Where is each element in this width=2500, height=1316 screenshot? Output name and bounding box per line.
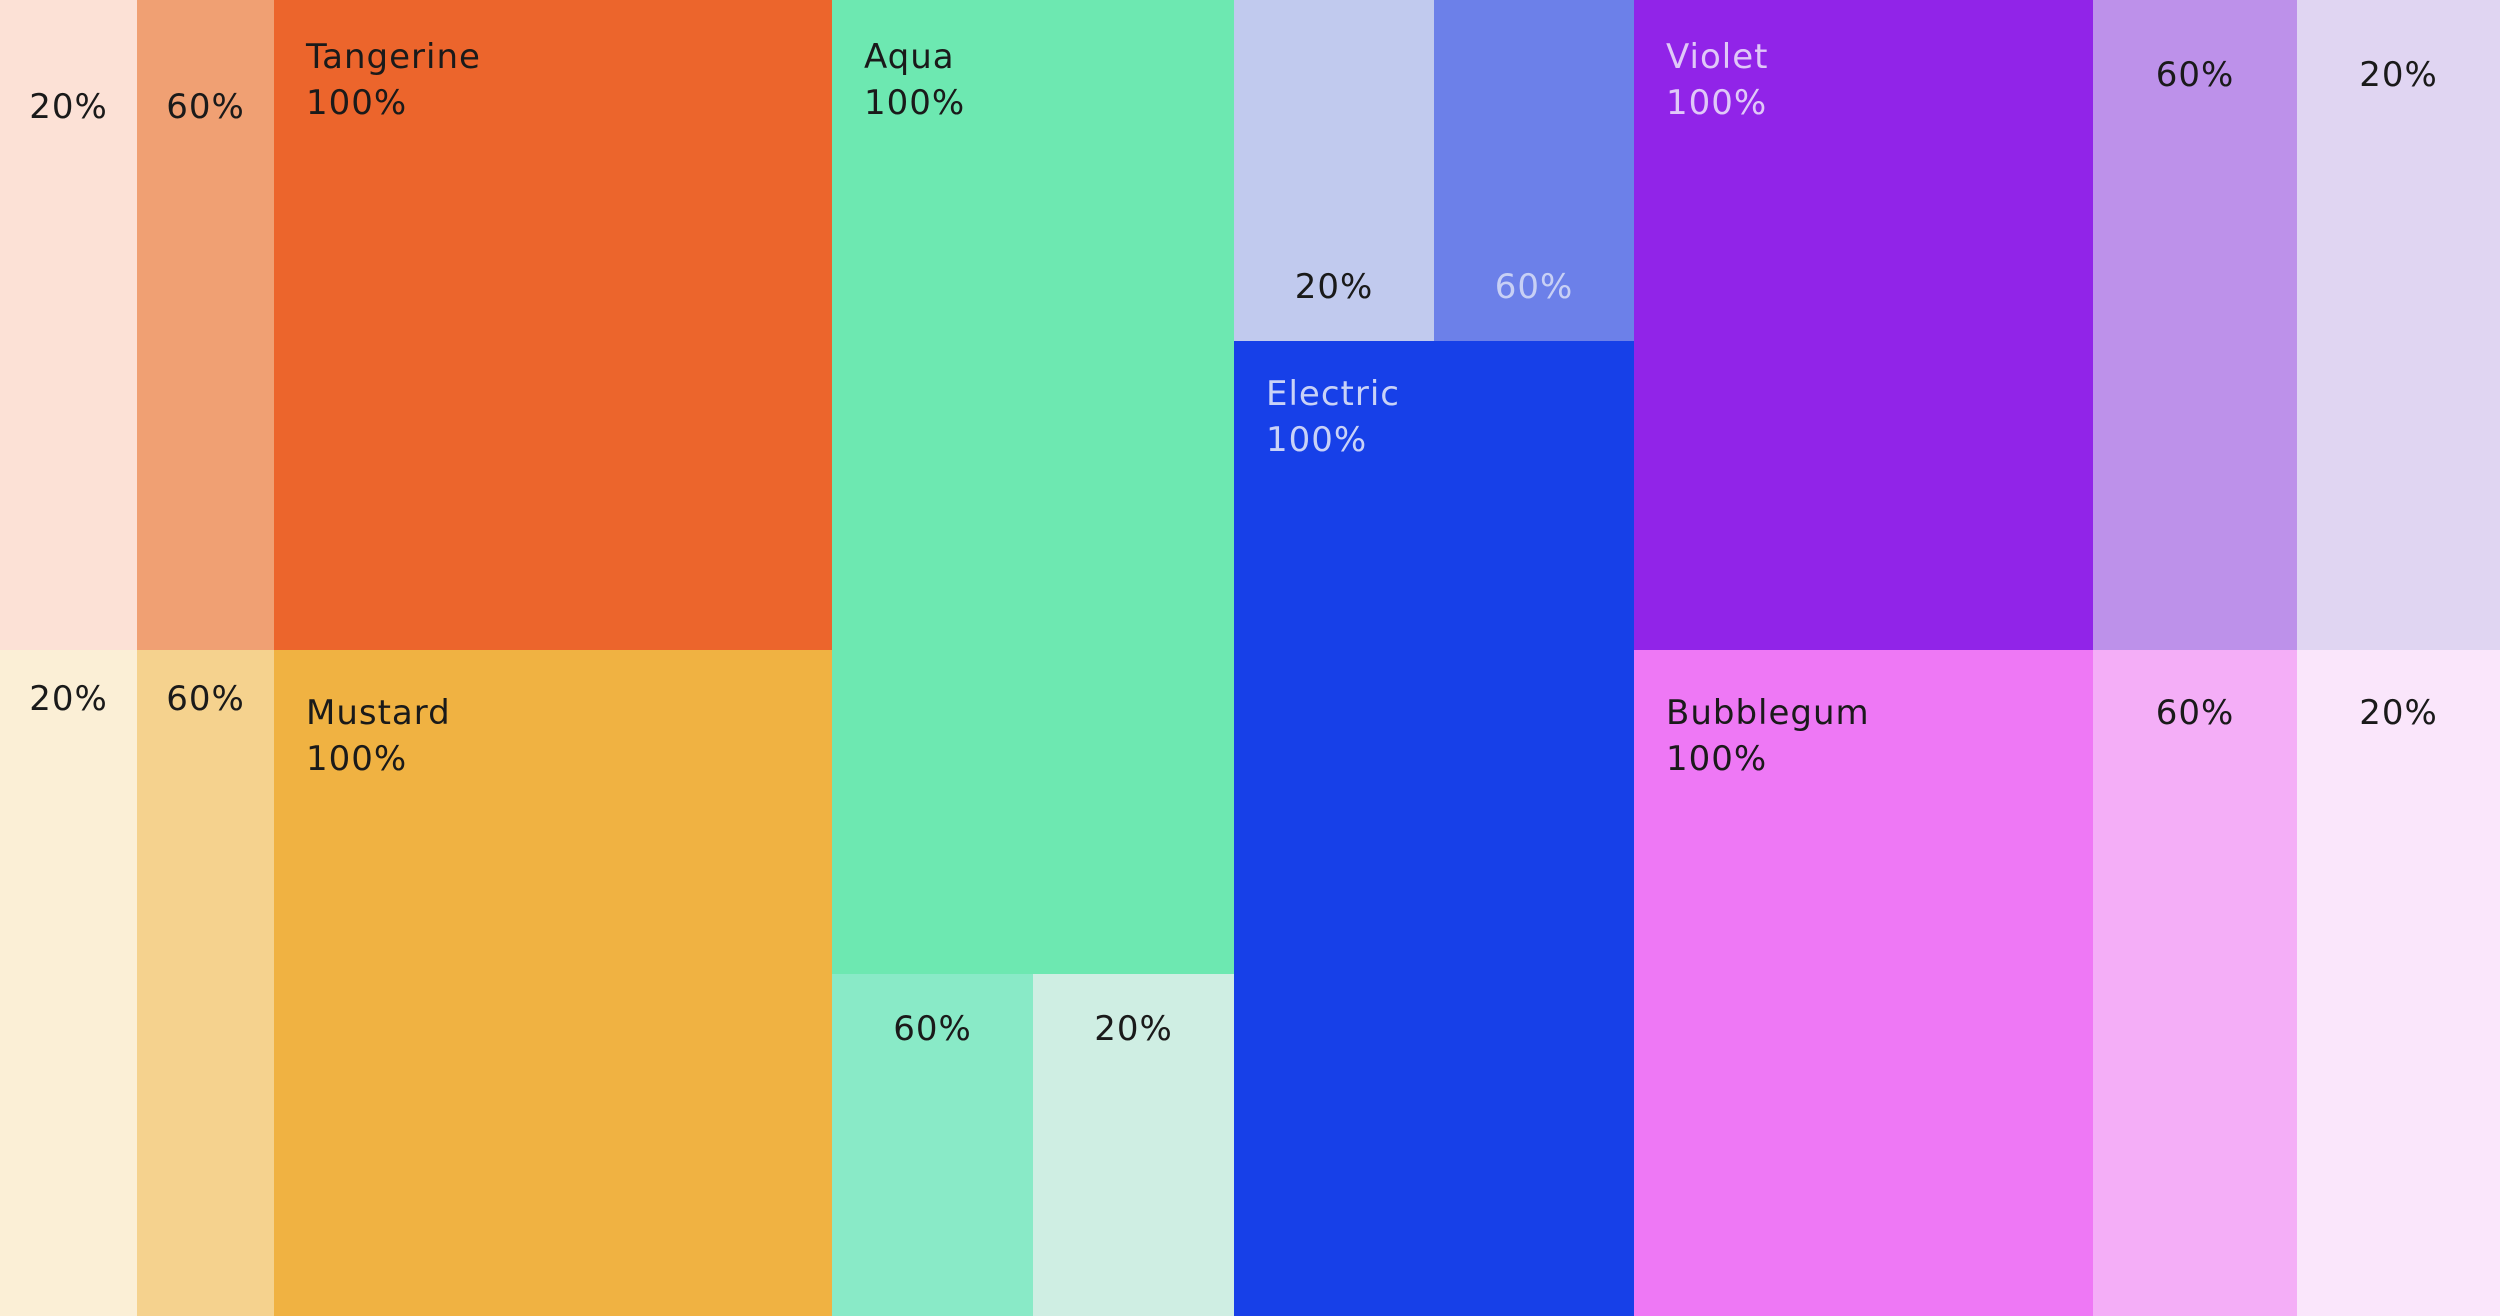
swatch-text: 60% xyxy=(137,84,274,130)
color-swatch: 20% xyxy=(0,650,137,1316)
swatch-text: 20% xyxy=(1033,1006,1234,1052)
color-swatch: Tangerine 100% xyxy=(274,0,832,650)
color-swatch: 60% xyxy=(832,974,1033,1316)
swatch-label: 60% xyxy=(166,679,245,719)
swatch-text: Electric 100% xyxy=(1266,371,1400,463)
swatch-text: 60% xyxy=(832,1006,1033,1052)
color-swatch: 20% xyxy=(0,0,137,650)
swatch-text: Bubblegum 100% xyxy=(1666,690,1870,782)
swatch-text: 20% xyxy=(1234,264,1434,310)
color-swatch: 60% xyxy=(2093,650,2297,1316)
swatch-label: 100% xyxy=(864,83,966,123)
swatch-label: 20% xyxy=(1094,1009,1173,1049)
swatch-text: Tangerine 100% xyxy=(306,34,481,126)
color-swatch: Violet 100% xyxy=(1634,0,2093,650)
swatch-name: Electric xyxy=(1266,374,1400,414)
swatch-label: 100% xyxy=(1666,739,1768,779)
swatch-text: 20% xyxy=(0,676,137,722)
swatch-label: 20% xyxy=(29,87,108,127)
color-swatch: 20% xyxy=(1033,974,1234,1316)
swatch-label: 20% xyxy=(1294,267,1374,307)
color-swatch: 20% xyxy=(2297,0,2500,650)
color-swatch: 60% xyxy=(1434,0,1634,341)
color-swatch: 60% xyxy=(137,0,274,650)
swatch-label: 60% xyxy=(2155,693,2235,733)
swatch-label: 60% xyxy=(2155,55,2235,95)
swatch-label: 20% xyxy=(29,679,108,719)
swatch-text: 60% xyxy=(137,676,274,722)
color-swatch: 60% xyxy=(137,650,274,1316)
color-swatch: Aqua 100% xyxy=(832,0,1234,974)
swatch-label: 20% xyxy=(2359,693,2438,733)
swatch-label: 100% xyxy=(306,83,408,123)
swatch-name: Mustard xyxy=(306,693,451,733)
swatch-name: Bubblegum xyxy=(1666,693,1870,733)
swatch-text: 20% xyxy=(0,84,137,130)
swatch-label: 60% xyxy=(893,1009,972,1049)
swatch-text: Violet 100% xyxy=(1666,34,1768,126)
swatch-text: 20% xyxy=(2297,52,2500,98)
swatch-name: Tangerine xyxy=(306,37,481,77)
swatch-name: Violet xyxy=(1666,37,1769,77)
swatch-text: Aqua 100% xyxy=(864,34,965,126)
swatch-label: 60% xyxy=(166,87,245,127)
color-swatch: 20% xyxy=(1234,0,1434,341)
color-swatch: Mustard 100% xyxy=(274,650,832,1316)
color-swatch: Bubblegum 100% xyxy=(1634,650,2093,1316)
swatch-text: 20% xyxy=(2297,690,2500,736)
swatch-name: Aqua xyxy=(864,37,955,77)
swatch-text: 60% xyxy=(2093,690,2297,736)
swatch-label: 60% xyxy=(1494,267,1574,307)
color-swatch: 60% xyxy=(2093,0,2297,650)
swatch-text: 60% xyxy=(2093,52,2297,98)
color-swatch: 20% xyxy=(2297,650,2500,1316)
swatch-text: 60% xyxy=(1434,264,1634,310)
swatch-label: 20% xyxy=(2359,55,2438,95)
swatch-label: 100% xyxy=(1266,420,1368,460)
color-swatch: Electric 100% xyxy=(1234,341,1634,1316)
swatch-text: Mustard 100% xyxy=(306,690,451,782)
swatch-label: 100% xyxy=(1666,83,1768,123)
swatch-label: 100% xyxy=(306,739,408,779)
